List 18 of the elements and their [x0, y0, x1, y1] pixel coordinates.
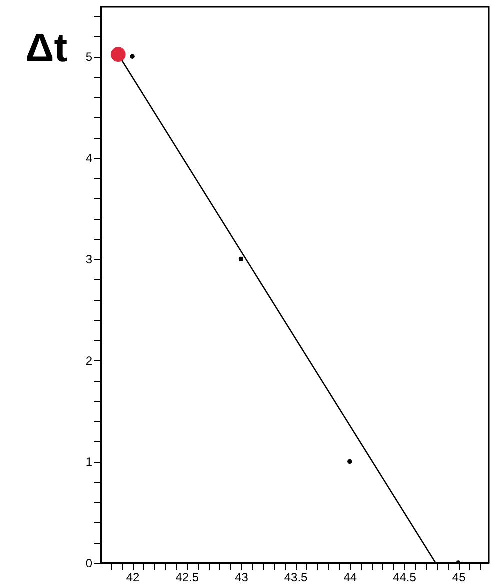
y-tick-label: 4	[86, 151, 93, 166]
y-axis-title: Δt	[25, 26, 68, 70]
y-tick-label: 0	[86, 556, 93, 570]
x-tick-label: 43.5	[284, 570, 308, 584]
point	[238, 256, 244, 262]
x-tick-label: 44	[344, 570, 358, 584]
y-tick-label: 2	[86, 354, 93, 368]
x-tick-label: 42.5	[176, 570, 200, 584]
x-tick-label: 45	[452, 570, 466, 584]
x-tick-label: 42	[126, 570, 140, 584]
x-tick-label: 43	[235, 570, 249, 584]
point	[110, 47, 126, 62]
y-tick-label: 5	[86, 50, 93, 64]
point	[130, 54, 135, 59]
y-tick-label: 3	[86, 252, 93, 267]
x-tick-label: 44.5	[393, 570, 417, 584]
point	[348, 459, 352, 464]
y-tick-label: 1	[86, 455, 93, 470]
